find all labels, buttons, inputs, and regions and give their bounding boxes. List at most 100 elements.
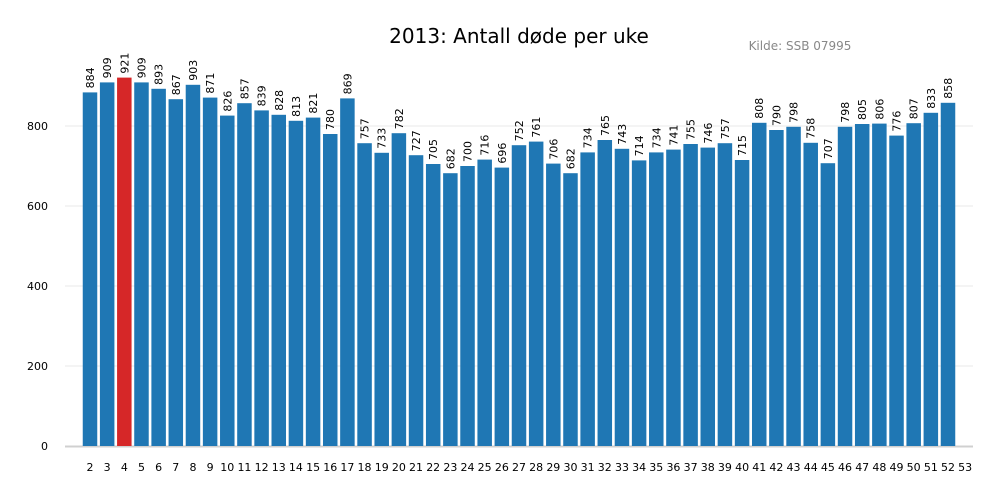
x-tick-label: 30 <box>563 461 577 474</box>
data-label: 884 <box>84 67 97 88</box>
data-label: 682 <box>564 148 577 169</box>
bar-week-31 <box>580 152 595 446</box>
bar-week-15 <box>305 117 321 446</box>
data-label: 758 <box>805 118 818 139</box>
data-label: 752 <box>513 120 526 141</box>
bar-week-5 <box>134 82 149 447</box>
data-label: 869 <box>341 73 354 94</box>
data-label: 828 <box>273 90 286 111</box>
bar-week-49 <box>889 135 904 446</box>
data-label: 826 <box>221 91 234 112</box>
x-tick-label: 26 <box>495 461 509 474</box>
x-tick-label: 44 <box>804 461 818 474</box>
x-tick-label: 24 <box>461 461 475 474</box>
data-label: 734 <box>582 127 595 148</box>
data-label: 867 <box>170 74 183 95</box>
data-label: 682 <box>444 148 457 169</box>
bar-week-38 <box>700 147 716 446</box>
x-tick-label: 23 <box>443 461 457 474</box>
x-tick-label: 49 <box>890 461 904 474</box>
data-label: 807 <box>908 98 921 119</box>
data-label: 734 <box>650 127 663 148</box>
x-tick-label: 40 <box>735 461 749 474</box>
x-tick-label: 41 <box>752 461 766 474</box>
data-label: 821 <box>307 93 320 114</box>
x-tick-label: 39 <box>718 461 732 474</box>
chart-title: 2013: Antall døde per uke <box>389 24 649 48</box>
x-tick-label: 34 <box>632 461 646 474</box>
bar-week-6 <box>151 88 166 447</box>
x-tick-label: 18 <box>358 461 372 474</box>
data-label: 798 <box>839 102 852 123</box>
bar-week-12 <box>254 110 269 447</box>
x-tick-label: 2 <box>87 461 94 474</box>
x-tick-label: 47 <box>855 461 869 474</box>
bar-week-9 <box>202 97 218 446</box>
data-label: 765 <box>599 115 612 136</box>
x-tick-label: 52 <box>941 461 955 474</box>
x-tick-label: 3 <box>104 461 111 474</box>
x-tick-label: 37 <box>684 461 698 474</box>
data-label: 806 <box>873 99 886 120</box>
bar-week-22 <box>425 164 441 446</box>
x-tick-label: 33 <box>615 461 629 474</box>
data-label: 833 <box>925 88 938 109</box>
bar-week-8 <box>185 84 201 447</box>
bar-week-17 <box>340 98 355 447</box>
data-label: 909 <box>101 57 114 78</box>
x-tick-label: 25 <box>478 461 492 474</box>
data-label: 893 <box>153 64 166 85</box>
y-tick-label: 800 <box>27 120 48 133</box>
bar-week-20 <box>391 133 407 446</box>
data-label: 780 <box>324 109 337 130</box>
data-label: 741 <box>667 125 680 146</box>
data-label: 706 <box>547 139 560 160</box>
data-label: 700 <box>462 141 475 162</box>
x-tick-label: 35 <box>649 461 663 474</box>
data-label: 909 <box>135 57 148 78</box>
data-label: 716 <box>479 135 492 156</box>
bar-week-52 <box>940 102 956 447</box>
bar-week-48 <box>872 123 887 446</box>
x-tick-label: 15 <box>306 461 320 474</box>
bar-week-16 <box>322 134 338 446</box>
bar-week-28 <box>528 141 544 446</box>
y-tick-label: 400 <box>27 280 48 293</box>
x-tick-label: 13 <box>272 461 286 474</box>
bar-week-26 <box>494 167 510 446</box>
bar-week-10 <box>220 115 235 446</box>
data-label: 696 <box>496 143 509 164</box>
bar-week-30 <box>563 173 578 446</box>
bar-week-39 <box>717 143 733 446</box>
x-tick-label: 42 <box>769 461 783 474</box>
data-label: 761 <box>530 117 543 138</box>
x-tick-label: 36 <box>666 461 680 474</box>
bar-week-19 <box>374 152 389 447</box>
x-tick-label: 50 <box>907 461 921 474</box>
x-tick-label: 6 <box>155 461 162 474</box>
data-label: 858 <box>942 78 955 99</box>
bar-week-24 <box>460 166 475 446</box>
bar-week-18 <box>357 143 372 446</box>
x-tick-label: 38 <box>701 461 715 474</box>
bar-week-35 <box>649 152 664 446</box>
bar-week-25 <box>477 159 492 446</box>
x-tick-label: 29 <box>546 461 560 474</box>
data-label: 871 <box>204 73 217 94</box>
x-tick-label: 32 <box>598 461 612 474</box>
x-tick-label: 27 <box>512 461 526 474</box>
data-label: 857 <box>238 78 251 99</box>
data-label: 839 <box>256 85 269 106</box>
bar-week-44 <box>803 142 818 447</box>
data-label: 733 <box>376 128 389 149</box>
x-tick-label: 46 <box>838 461 852 474</box>
x-tick-label: 7 <box>172 461 179 474</box>
y-tick-label: 0 <box>41 440 48 453</box>
x-tick-label: 12 <box>255 461 269 474</box>
bar-week-3 <box>99 82 115 447</box>
y-tick-label: 200 <box>27 360 48 373</box>
bar-week-29 <box>546 163 561 446</box>
x-tick-label: 28 <box>529 461 543 474</box>
x-tick-label: 45 <box>821 461 835 474</box>
